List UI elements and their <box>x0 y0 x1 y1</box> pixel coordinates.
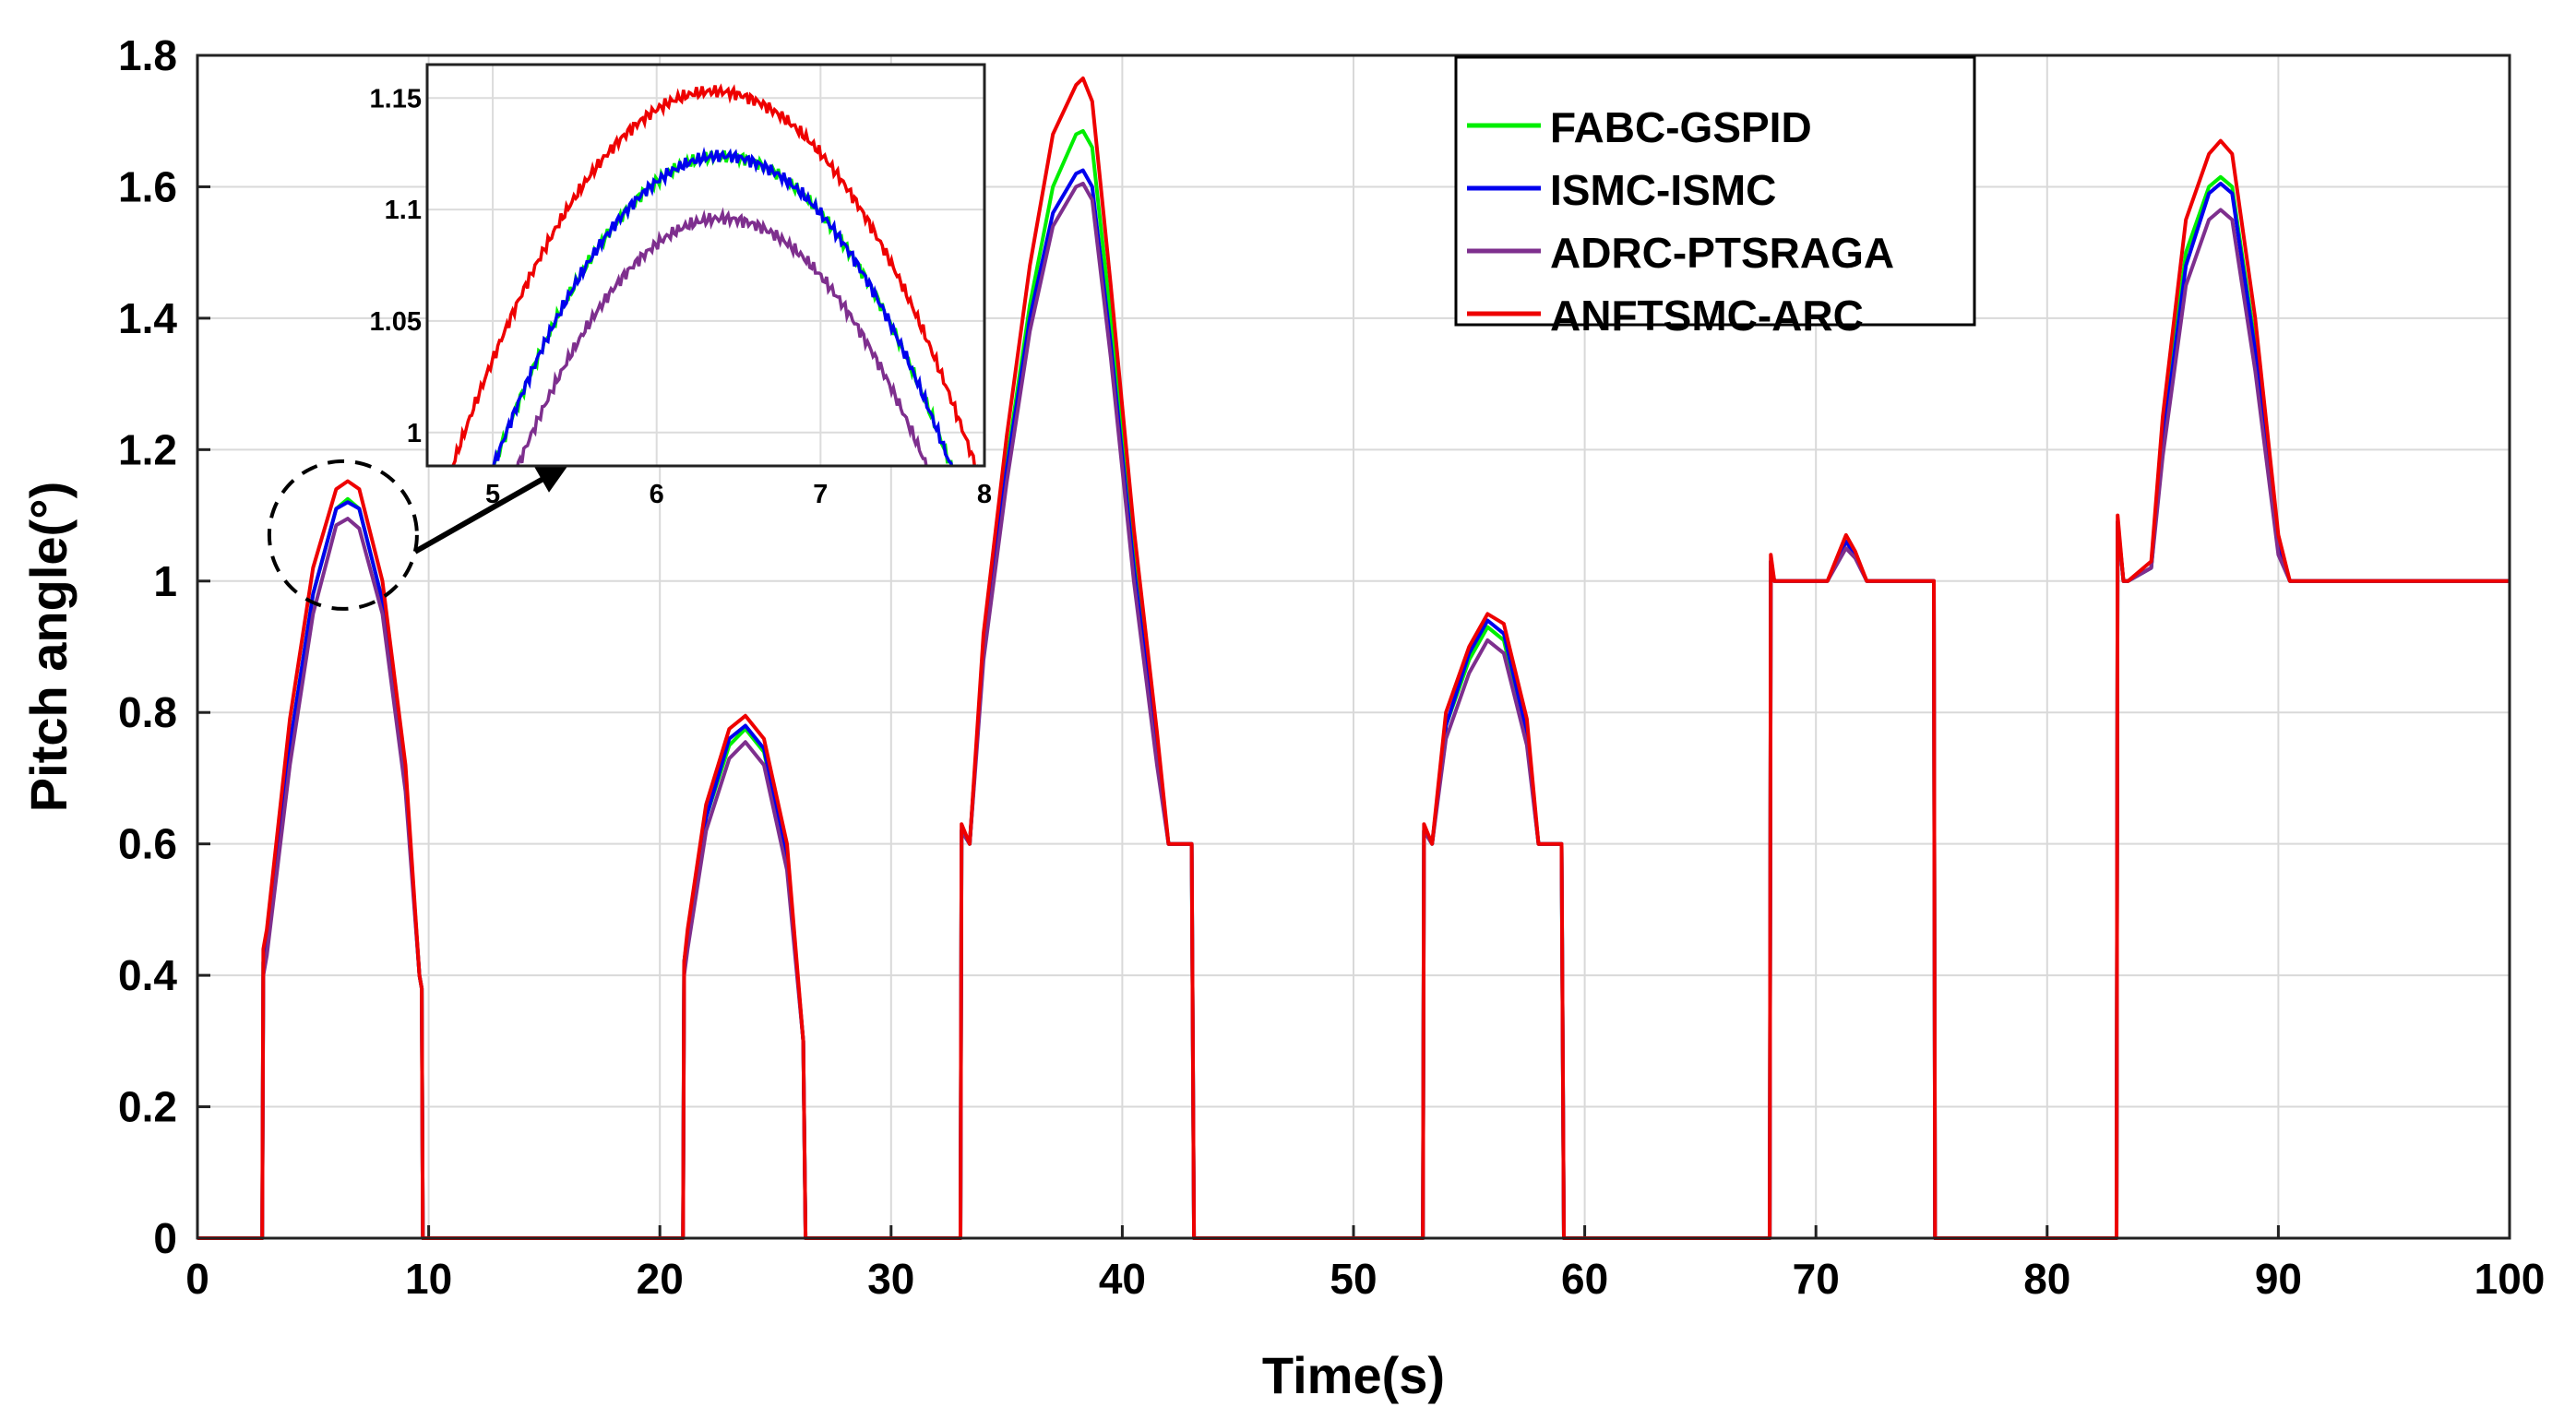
x-tick-label: 50 <box>1330 1255 1377 1303</box>
y-tick-label: 0.2 <box>118 1083 177 1131</box>
legend-label-ismc-ismc: ISMC-ISMC <box>1550 166 1776 214</box>
zoom-arrow-head <box>534 464 569 493</box>
inset-tick-labels: 5 6 7 8 1 1.05 1.1 1.15 <box>370 84 993 509</box>
main-tick-labels: 0 10 20 30 40 50 60 70 80 90 100 0 0.2 0.4 0.6 0.8 1 1.2 1… <box>118 31 2545 1303</box>
y-tick-label: 0.8 <box>118 688 177 736</box>
inset-series-line-adrc-ptsraga <box>516 207 928 466</box>
y-tick-label: 0.4 <box>118 951 177 999</box>
x-tick-label: 30 <box>867 1255 914 1303</box>
x-tick-label: 60 <box>1561 1255 1608 1303</box>
inset-y-tick-label: 1 <box>407 419 422 448</box>
inset-grid <box>427 65 985 466</box>
legend-label-fabc-gspid: FABC-GSPID <box>1550 103 1812 151</box>
x-tick-label: 40 <box>1099 1255 1146 1303</box>
x-tick-label: 100 <box>2475 1255 2546 1303</box>
legend-box <box>1454 55 1976 327</box>
y-tick-label: 1 <box>153 557 177 605</box>
y-tick-label: 1.2 <box>118 425 177 473</box>
legend: FABC-GSPID ISMC-ISMC ADRC-PTSRAGA ANFTSMC-A… <box>1454 55 1976 340</box>
x-tick-label: 10 <box>405 1255 452 1303</box>
legend-label-adrc-ptsraga: ADRC-PTSRAGA <box>1550 229 1894 277</box>
inset-y-tick-label: 1.05 <box>370 307 422 337</box>
legend-label-anftsmc-arc: ANFTSMC-ARC <box>1550 292 1864 340</box>
main-plot-frame <box>196 54 2511 1240</box>
zoom-arrow-shaft <box>413 466 563 554</box>
inset-x-tick-label: 5 <box>485 480 500 509</box>
x-tick-label: 80 <box>2023 1255 2070 1303</box>
x-tick-label: 90 <box>2255 1255 2302 1303</box>
x-tick-label: 0 <box>185 1255 209 1303</box>
legend-items: FABC-GSPID ISMC-ISMC ADRC-PTSRAGA ANFTSMC-A… <box>1467 103 1894 340</box>
inset-x-tick-label: 6 <box>650 480 664 509</box>
zoom-region-circle <box>267 459 419 611</box>
inset-series <box>450 83 979 466</box>
inset-x-tick-label: 8 <box>977 480 992 509</box>
y-tick-label: 1.8 <box>118 31 177 79</box>
y-tick-label: 1.4 <box>118 294 177 342</box>
zoom-arrow <box>413 464 569 554</box>
inset-x-tick-label: 7 <box>813 480 828 509</box>
inset-y-tick-label: 1.1 <box>385 196 422 225</box>
inset-series-line-ismc-ismc <box>492 147 953 466</box>
x-tick-label: 20 <box>637 1255 684 1303</box>
y-tick-label: 0 <box>153 1214 177 1262</box>
inset-series-line-anftsmc-arc <box>450 83 979 466</box>
x-tick-label: 70 <box>1793 1255 1840 1303</box>
inset-frame <box>425 63 986 468</box>
inset-y-tick-label: 1.15 <box>370 84 422 113</box>
y-tick-label: 1.6 <box>118 162 177 210</box>
x-axis-title: Time(s) <box>1262 1346 1445 1404</box>
y-axis-title: Pitch angle(°) <box>19 482 78 812</box>
y-tick-label: 0.6 <box>118 820 177 868</box>
